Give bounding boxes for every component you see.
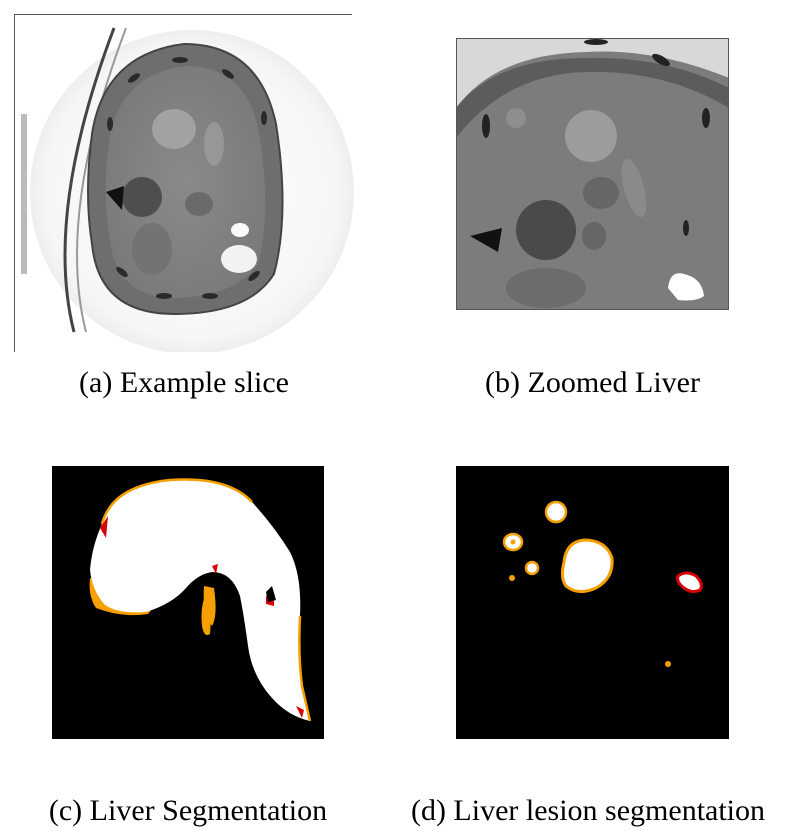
zoomed-liver-image <box>456 38 729 310</box>
ct-slice-image <box>14 14 354 352</box>
caption-panel-c: (c) Liver Segmentation <box>48 794 328 827</box>
caption-panel-b: (b) Zoomed Liver <box>485 366 700 399</box>
panel-a-example-slice <box>14 14 354 352</box>
caption-panel-a: (a) Example slice <box>79 366 289 399</box>
panel-c-liver-segmentation <box>52 466 324 739</box>
caption-panel-d: (d) Liver lesion segmentation <box>410 794 766 827</box>
panel-b-zoomed-liver <box>456 38 729 310</box>
lesion-segmentation-mask <box>456 466 729 739</box>
liver-segmentation-mask <box>52 466 324 739</box>
panel-d-lesion-segmentation <box>456 466 729 739</box>
